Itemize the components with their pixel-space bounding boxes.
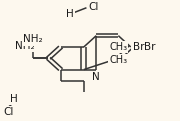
Text: H: H	[10, 94, 18, 104]
Text: H: H	[66, 9, 73, 19]
Text: NH₂: NH₂	[15, 41, 34, 51]
Text: N: N	[92, 72, 100, 82]
Text: N: N	[92, 73, 100, 83]
Text: NH₂: NH₂	[23, 34, 43, 44]
Text: Cl: Cl	[3, 107, 13, 117]
Text: Br: Br	[144, 42, 156, 52]
Text: Br: Br	[132, 42, 144, 52]
Text: CH₃: CH₃	[109, 55, 127, 65]
Text: CH₃: CH₃	[109, 42, 127, 52]
Text: Cl: Cl	[88, 2, 99, 12]
